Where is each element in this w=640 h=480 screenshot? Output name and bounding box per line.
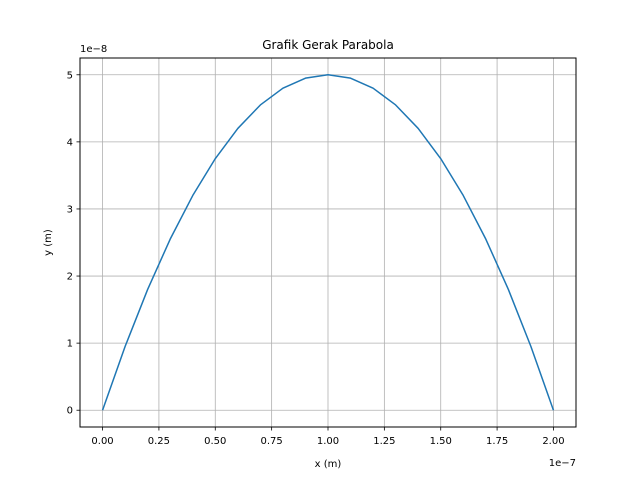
x-tick-label: 1.50 (430, 436, 452, 447)
chart-title: Grafik Gerak Parabola (262, 38, 394, 52)
y-axis-ticks: 0 1 2 3 4 5 (67, 70, 80, 417)
y-axis-label: y (m) (43, 229, 54, 256)
y-tick-label: 2 (67, 272, 73, 283)
y-tick-label: 5 (67, 70, 73, 81)
x-tick-label: 0.75 (261, 436, 283, 447)
x-tick-label: 0.50 (204, 436, 226, 447)
series-line-trajectory (101, 74, 555, 411)
y-axis-offset-label: 1e−8 (80, 44, 107, 55)
grid (80, 58, 576, 427)
x-tick-label: 1.25 (373, 436, 395, 447)
x-axis-label: x (m) (315, 459, 342, 470)
series-layer (101, 74, 555, 411)
y-tick-label: 0 (67, 406, 73, 417)
y-tick-label: 4 (67, 137, 73, 148)
x-tick-label: 0.00 (91, 436, 113, 447)
y-tick-label: 1 (67, 339, 73, 350)
x-tick-label: 1.00 (317, 436, 339, 447)
x-tick-label: 1.75 (486, 436, 508, 447)
x-tick-label: 2.00 (542, 436, 564, 447)
x-axis-offset-label: 1e−7 (549, 458, 576, 469)
y-tick-label: 3 (67, 204, 73, 215)
x-tick-label: 0.25 (148, 436, 170, 447)
x-axis-ticks: 0.00 0.25 0.50 0.75 1.00 1.25 1.50 1.75 2.00 (91, 427, 565, 447)
